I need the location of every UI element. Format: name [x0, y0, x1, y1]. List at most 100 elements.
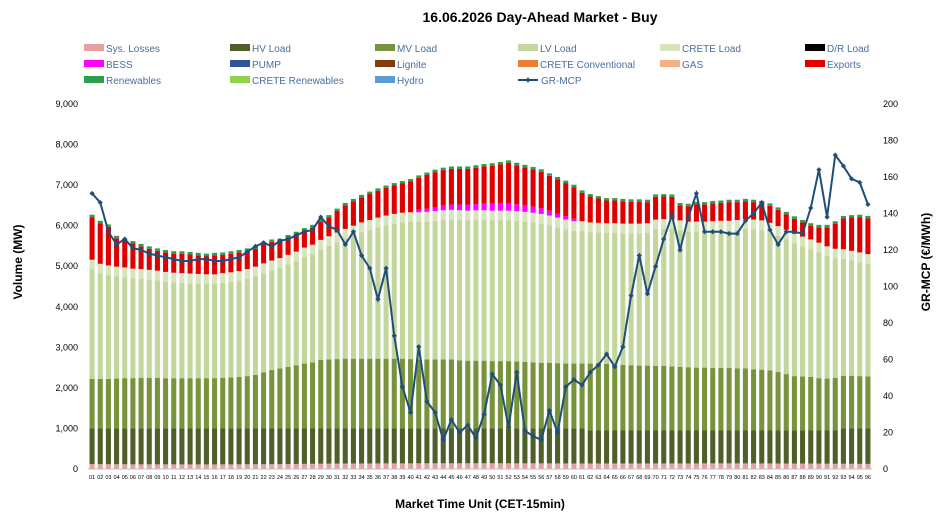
bar-segment: [310, 244, 316, 255]
y2-tick-label: 100: [883, 282, 898, 292]
bar-segment: [269, 428, 275, 465]
legend-label: GAS: [682, 60, 703, 71]
bar-segment: [473, 219, 479, 361]
bar-segment: [538, 213, 544, 224]
gr-mcp-point: [448, 417, 455, 423]
bar-segment: [718, 220, 724, 231]
bar-segment: [489, 165, 495, 204]
bar-segment: [130, 378, 136, 429]
bar-segment: [497, 161, 503, 165]
bar-segment: [97, 273, 103, 379]
bar-segment: [783, 211, 789, 215]
x-tick-label: 94: [849, 475, 855, 481]
bar-segment: [530, 169, 536, 207]
x-tick-label: 38: [391, 475, 397, 481]
x-tick-label: 86: [783, 475, 789, 481]
bar-segment: [661, 196, 667, 220]
bar-segment: [571, 221, 577, 231]
bar-segment: [285, 254, 291, 265]
x-tick-label: 29: [318, 475, 324, 481]
legend-swatch: [805, 60, 825, 67]
bar-segment: [555, 428, 561, 464]
bar-segment: [122, 464, 128, 469]
bar-segment: [538, 169, 544, 172]
bar-segment: [187, 464, 193, 469]
bar-segment: [318, 239, 324, 250]
gr-mcp-point: [742, 218, 749, 224]
x-tick-label: 10: [163, 475, 169, 481]
bar-segment: [824, 256, 830, 379]
bar-segment: [489, 163, 495, 166]
legend-item: LV Load: [518, 44, 577, 55]
bar-segment: [399, 358, 405, 429]
gr-mcp-point: [122, 236, 128, 242]
legend-swatch: [84, 76, 104, 83]
bar-segment: [383, 225, 389, 359]
bar-segment: [416, 212, 422, 223]
legend-label: D/R Load: [827, 44, 869, 55]
bar-segment: [563, 463, 569, 469]
bar-segment: [424, 463, 430, 469]
gr-mcp-point: [113, 241, 120, 248]
bar-segment: [228, 272, 234, 283]
bar-segment: [546, 463, 552, 469]
bar-segment: [734, 368, 740, 431]
bar-segment: [693, 204, 699, 222]
bar-segment: [644, 365, 650, 431]
bar-segment: [612, 223, 618, 233]
bar-segment: [636, 463, 642, 469]
bar-segment: [473, 165, 479, 168]
bar-segment: [742, 430, 748, 464]
bar-segment: [171, 251, 177, 254]
gr-mcp-point: [309, 227, 316, 233]
bar-segment: [620, 233, 626, 365]
bar-segment: [138, 269, 144, 279]
y-tick-label: 2,000: [55, 383, 78, 393]
bar-segment: [816, 463, 822, 469]
legend-label: HV Load: [252, 44, 291, 55]
bar-segment: [734, 202, 740, 220]
legend-label: Lignite: [397, 60, 427, 71]
bar-segment: [448, 219, 454, 360]
bar-segment: [628, 201, 634, 224]
bar-segment: [301, 257, 307, 364]
y-tick-label: 9,000: [55, 99, 78, 109]
bar-segment: [261, 464, 267, 469]
bar-segment: [538, 428, 544, 464]
bar-segment: [546, 175, 552, 211]
bar-segment: [612, 430, 618, 464]
y2-tick-label: 0: [883, 464, 888, 474]
bar-segment: [808, 376, 814, 431]
bar-segment: [432, 211, 438, 221]
bar-segment: [506, 160, 512, 163]
bar-segment: [669, 194, 675, 197]
bar-segment: [432, 172, 438, 208]
bar-segment: [440, 359, 446, 429]
bar-segment: [791, 243, 797, 377]
x-tick-label: 95: [857, 475, 863, 481]
x-tick-label: 46: [457, 475, 463, 481]
bar-segment: [775, 372, 781, 431]
legend-label: LV Load: [540, 44, 577, 55]
bar-segment: [775, 235, 781, 373]
bar-segment: [644, 223, 650, 233]
x-tick-label: 90: [816, 475, 822, 481]
x-tick-label: 89: [808, 475, 814, 481]
bar-segment: [293, 251, 299, 262]
bar-segment: [816, 378, 822, 431]
gr-mcp-point: [612, 364, 618, 370]
bar-segment: [481, 210, 487, 220]
bar-segment: [538, 208, 544, 214]
bar-segment: [334, 211, 340, 233]
bar-segment: [277, 368, 283, 429]
bar-segment: [734, 229, 740, 369]
legend-item: GR-MCP: [518, 76, 582, 87]
bar-segment: [497, 210, 503, 221]
bar-segment: [252, 276, 258, 375]
bar-segment: [546, 210, 552, 216]
bar-segment: [595, 222, 601, 233]
bar-segment: [808, 223, 814, 226]
y2-tick-label: 180: [883, 136, 898, 146]
bar-segment: [310, 254, 316, 363]
bar-segment: [685, 221, 691, 232]
